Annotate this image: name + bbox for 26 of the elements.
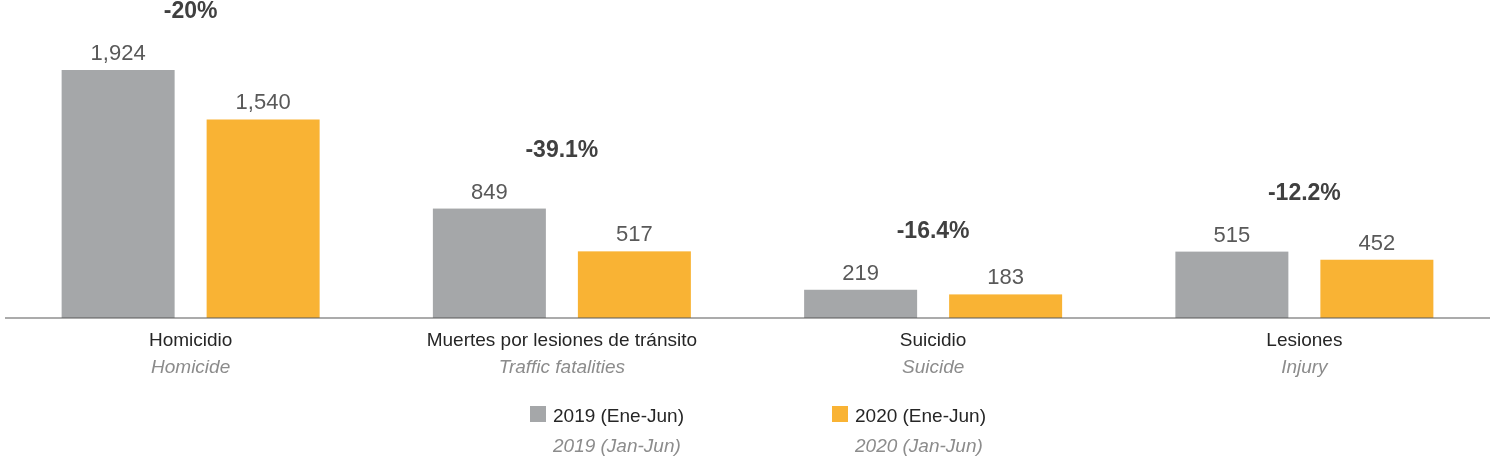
annotation: -12.2% [1267,178,1341,205]
annotation: -16.4% [896,216,970,243]
bar [1175,251,1289,318]
x-tick-label: Muertes por lesiones de tránsito Traffic fatalities [426,329,698,377]
bar [804,289,918,318]
bar [206,119,320,318]
data-label: 452 [1358,229,1396,255]
data-label: 1,924 [90,40,146,65]
bar [1320,259,1434,318]
data-label: 517 [616,221,653,247]
bar [577,251,691,318]
data-label: 849 [471,178,508,204]
bar [61,70,175,318]
x-tick-label: Lesiones Injury [1266,329,1343,377]
text: -20% [163,0,218,23]
data-label: 183 [987,264,1024,290]
legend-label: 2020 (Ene-Jun) 2020 (Jan-Jun) [854,405,986,456]
bar [949,294,1063,318]
data-label: 515 [1213,221,1251,247]
x-tick-label: Homicidio Homicide [148,329,233,377]
bar [432,208,546,318]
annotation: -39.1% [525,135,599,162]
data-label: 219 [842,259,879,285]
x-tick-label: Suicidio Suicide [899,329,967,377]
data-label: 1,540 [235,89,291,115]
legend-label: 2019 (Ene-Jun) 2019 (Jan-Jun) [552,405,684,456]
